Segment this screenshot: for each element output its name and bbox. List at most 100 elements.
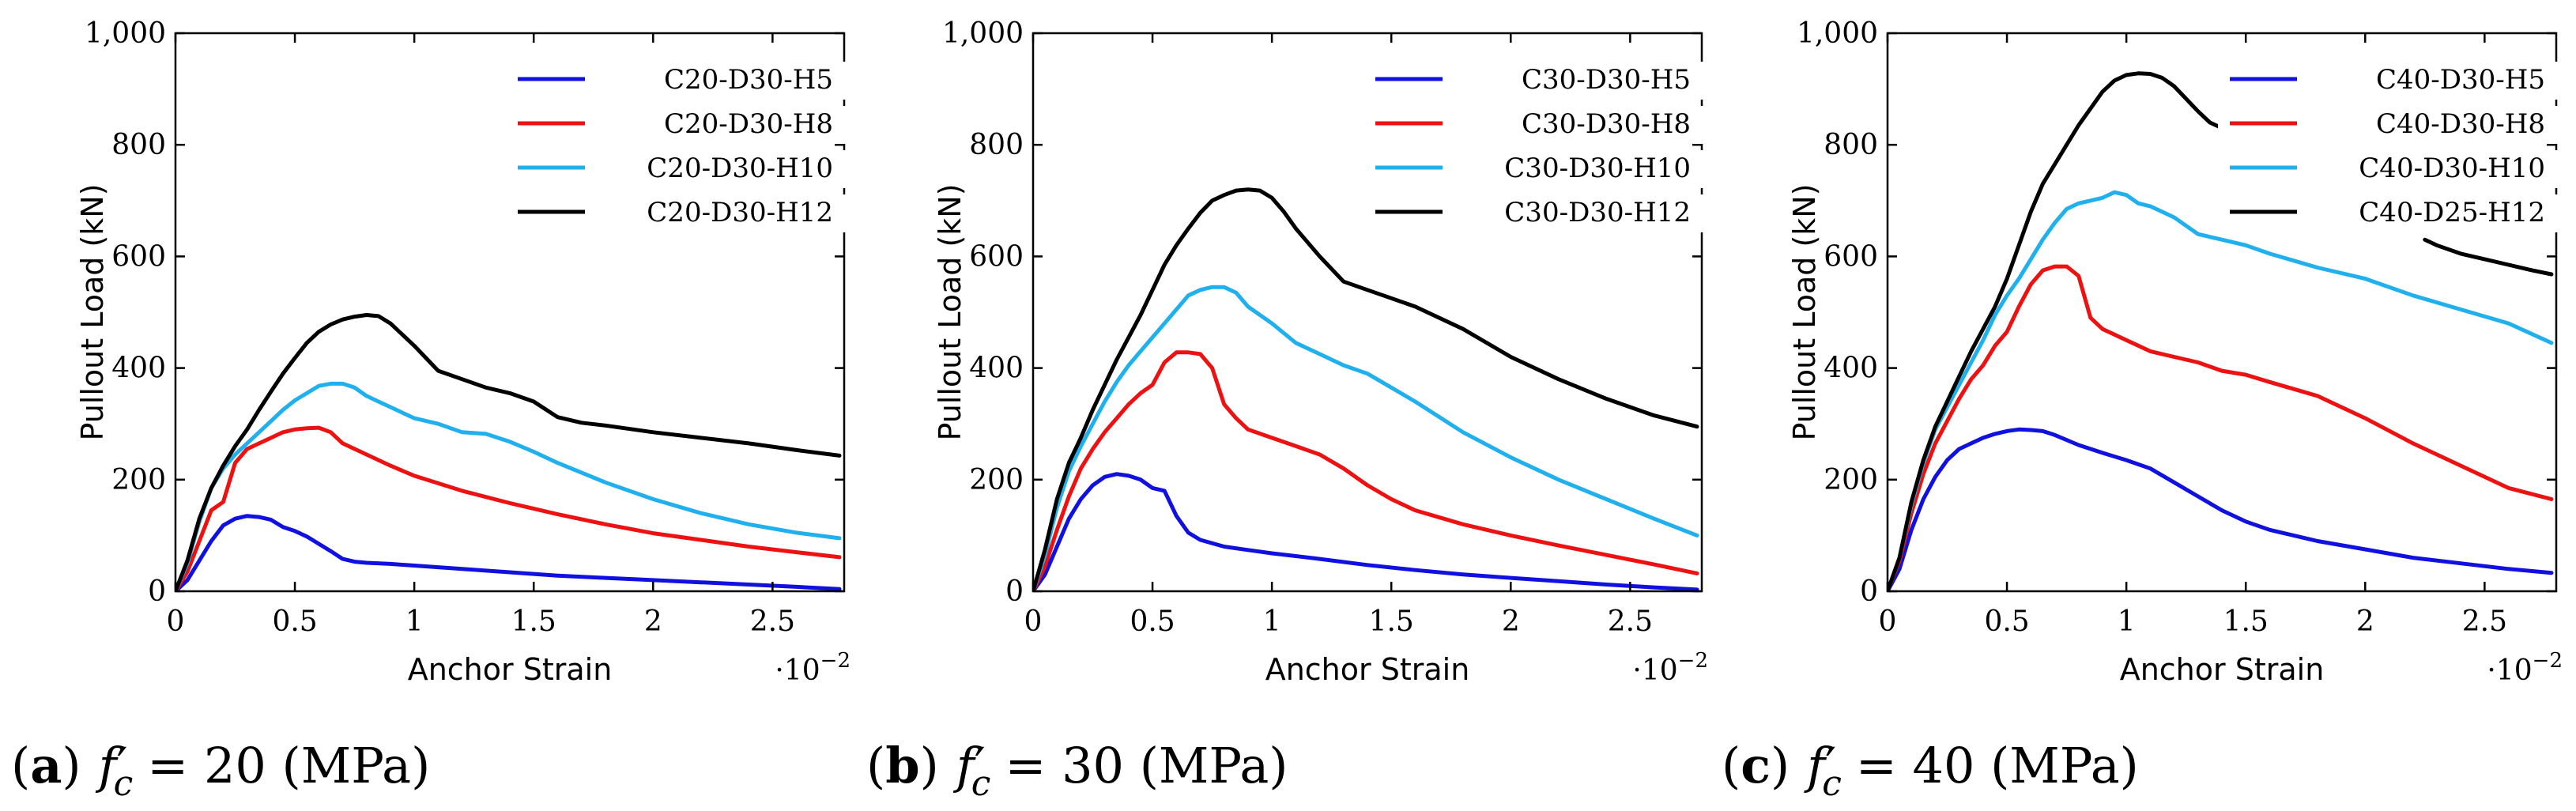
caption-prime: ′	[1825, 737, 1836, 794]
caption-paren-open: (	[866, 737, 885, 794]
x-multiplier-base: ·10	[775, 654, 820, 687]
caption-prime: ′	[975, 737, 986, 794]
series-line-c40-d25-h12-seg0	[1888, 71, 2236, 591]
legend-entry: C40-D25-H12	[2359, 197, 2545, 228]
legend-entry: C20-D30-H8	[664, 108, 833, 140]
caption-paren-close: )	[920, 737, 939, 794]
y-tick-label: 200	[1824, 464, 1878, 496]
chart-panel-b: 0 200 400 600 800 1,000 0 0.5 1 1.5 2 2.5 Anchor Str…	[866, 17, 1735, 804]
caption-subscript: c	[1822, 764, 1842, 804]
series-line-c30-d30-h5	[1033, 472, 1699, 591]
legend-entry: C20-D30-H5	[664, 64, 833, 96]
caption-paren-close: )	[1771, 737, 1790, 794]
x-tick-label: 1.5	[511, 605, 556, 638]
caption-paren-close: )	[62, 737, 81, 794]
x-multiplier: ·10−2	[2487, 649, 2563, 687]
series-line-c20-d30-h8	[175, 425, 842, 591]
series-line-c20-d30-h5	[175, 514, 842, 591]
y-tick-label: 0	[148, 575, 166, 608]
x-tick-label: 1.5	[1369, 605, 1414, 638]
legend-entry: C30-D30-H10	[1504, 153, 1691, 184]
caption-value: = 30 (MPa)	[1005, 737, 1288, 794]
x-tick-label: 0.5	[1130, 605, 1175, 638]
chart-panel-a: 0 200 400 600 800 1,000 0 0.5 1 1.5 2 2.5 Anchor Str…	[11, 17, 877, 804]
plot-frame	[174, 32, 846, 593]
caption-letter: b	[885, 737, 919, 794]
legend-entry: C20-D30-H12	[647, 197, 833, 228]
x-tick-label: 2.5	[750, 605, 795, 638]
caption-value: = 20 (MPa)	[147, 737, 430, 794]
x-multiplier: ·10−2	[775, 649, 850, 687]
x-multiplier-base: ·10	[1632, 654, 1677, 687]
x-axis-label: Anchor Strain	[1265, 652, 1470, 687]
y-axis-label: Pullout Load (kN)	[75, 183, 110, 440]
series-line-c30-d30-h8	[1033, 350, 1699, 591]
series-line-c30-d30-h12	[1033, 187, 1699, 591]
x-multiplier-exponent: −2	[820, 649, 850, 673]
x-tick-label: 2	[1502, 605, 1520, 638]
caption-subscript: c	[114, 764, 134, 804]
legend-entry: C40-D30-H10	[2359, 153, 2545, 184]
caption-value: = 40 (MPa)	[1856, 737, 2139, 794]
x-tick-label: 0.5	[1984, 605, 2029, 638]
y-tick-label: 600	[1824, 240, 1878, 273]
y-tick-label: 800	[969, 129, 1024, 161]
legend-entry: C40-D30-H8	[2376, 108, 2545, 140]
plot-frame	[1032, 32, 1703, 593]
y-tick-label: 1,000	[1797, 17, 1878, 50]
caption-letter: c	[1741, 737, 1771, 794]
series-line-c40-d30-h8	[1888, 264, 2554, 591]
panel-caption: (c) f′c = 40 (MPa)	[1722, 737, 2139, 804]
y-tick-label: 400	[111, 353, 166, 385]
legend-entry: C30-D30-H5	[1522, 64, 1691, 96]
y-tick-label: 600	[969, 240, 1024, 273]
panel-caption: (b) f′c = 30 (MPa)	[866, 737, 1288, 804]
y-tick-label: 400	[1824, 353, 1878, 385]
caption-paren-open: (	[1722, 737, 1741, 794]
legend-entry: C20-D30-H10	[647, 153, 833, 184]
series-line-c20-d30-h12	[175, 313, 842, 591]
y-tick-label: 200	[969, 464, 1024, 496]
x-tick-label: 2	[644, 605, 662, 638]
x-tick-label: 1	[1263, 605, 1281, 638]
x-multiplier-base: ·10	[2487, 654, 2532, 687]
x-multiplier-exponent: −2	[1678, 649, 1708, 673]
y-tick-label: 600	[111, 240, 166, 273]
x-tick-label: 1.5	[2223, 605, 2269, 638]
x-multiplier-exponent: −2	[2533, 649, 2563, 673]
x-tick-label: 0	[1879, 605, 1897, 638]
y-axis-label: Pullout Load (kN)	[1787, 183, 1822, 440]
panel-caption: (a) f′c = 20 (MPa)	[11, 737, 430, 804]
plot-frame	[1886, 32, 2558, 593]
y-tick-label: 0	[1005, 575, 1024, 608]
x-tick-label: 1	[2118, 605, 2136, 638]
caption-prime: ′	[117, 737, 128, 794]
series-line-c40-d30-h10	[1888, 190, 2554, 591]
x-tick-label: 2.5	[1608, 605, 1653, 638]
series-line-c40-d30-h5	[1888, 427, 2554, 591]
y-tick-label: 0	[1860, 575, 1878, 608]
series-line-c40-d25-h12-seg1	[2423, 237, 2554, 277]
legend-entry: C30-D30-H8	[1522, 108, 1691, 140]
y-axis-label: Pullout Load (kN)	[933, 183, 967, 440]
legend-entry: C30-D30-H12	[1504, 197, 1691, 228]
x-tick-label: 2	[2356, 605, 2374, 638]
series-line-c20-d30-h10	[175, 381, 842, 591]
caption-paren-open: (	[11, 737, 30, 794]
caption-subscript: c	[971, 764, 991, 804]
caption-letter: a	[30, 737, 62, 794]
y-tick-label: 800	[111, 129, 166, 161]
x-tick-label: 0	[1024, 605, 1043, 638]
x-multiplier: ·10−2	[1632, 649, 1708, 687]
x-axis-label: Anchor Strain	[2120, 652, 2325, 687]
legend-entry: C40-D30-H5	[2376, 64, 2545, 96]
y-tick-label: 1,000	[942, 17, 1024, 50]
y-tick-label: 200	[111, 464, 166, 496]
y-tick-label: 1,000	[85, 17, 166, 50]
x-axis-label: Anchor Strain	[408, 652, 613, 687]
y-tick-label: 400	[969, 353, 1024, 385]
x-tick-label: 0.5	[272, 605, 317, 638]
x-tick-label: 1	[405, 605, 424, 638]
series-line-c30-d30-h10	[1033, 285, 1699, 591]
